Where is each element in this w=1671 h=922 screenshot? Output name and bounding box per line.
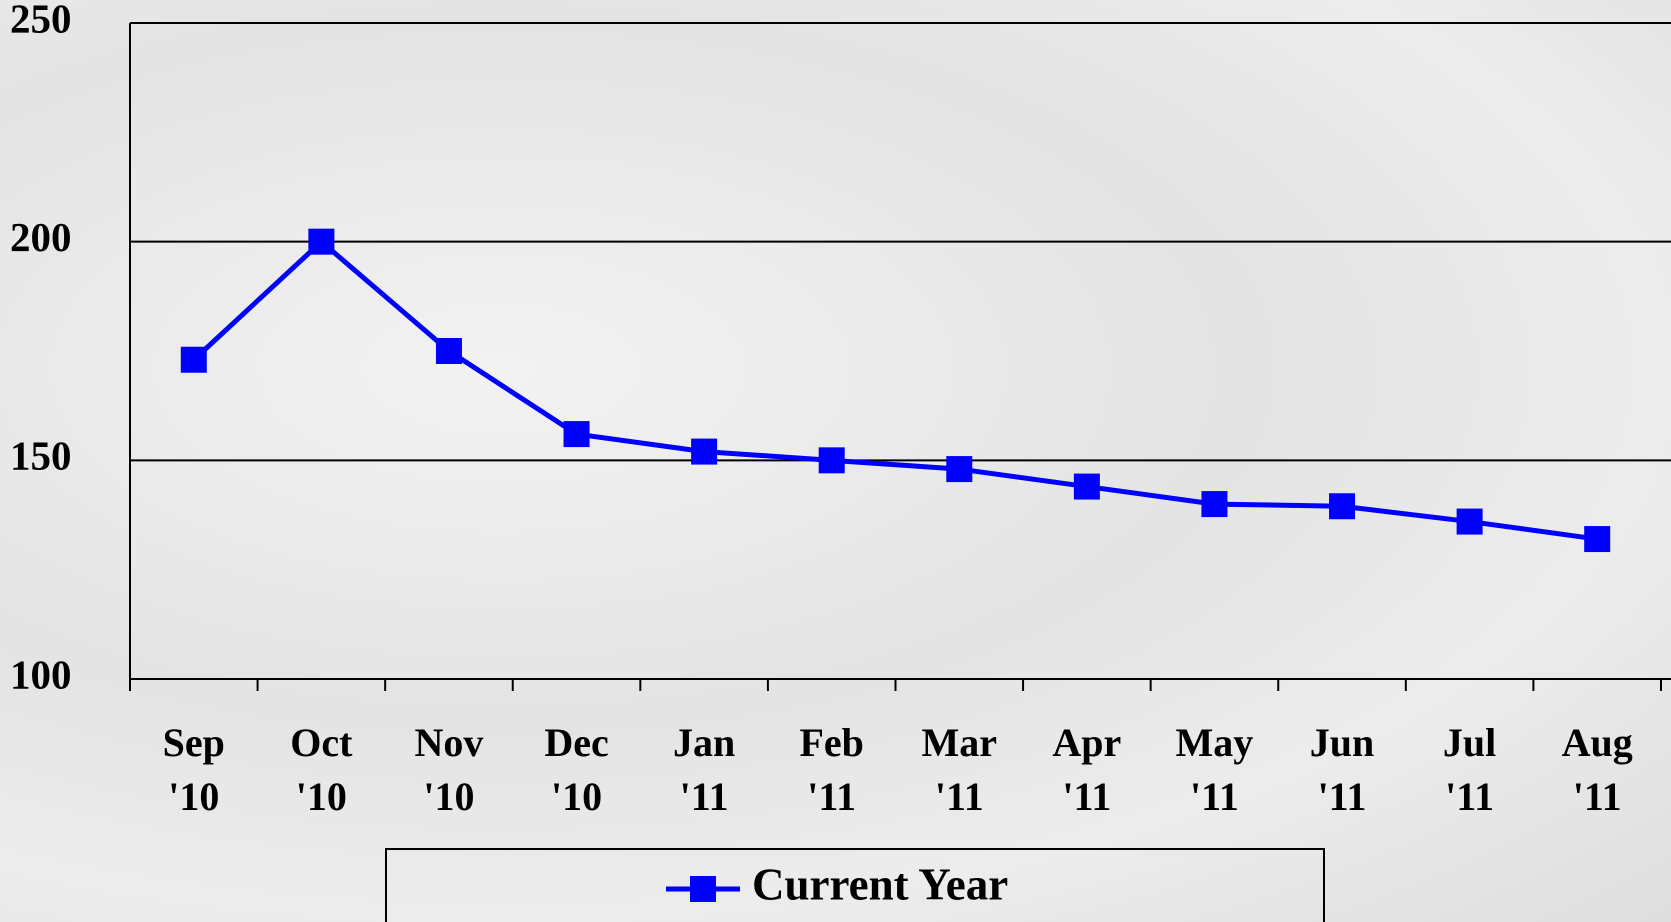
y-tick-label: 100 <box>10 651 72 697</box>
y-tick-label: 200 <box>10 214 72 260</box>
x-tick-label: Jun '11 <box>1309 720 1375 819</box>
y-tick-label: 250 <box>10 0 72 41</box>
y-tick-label: 150 <box>10 433 72 479</box>
legend-box <box>385 848 1325 922</box>
x-tick-label: Dec '10 <box>544 720 609 819</box>
x-tick-label: Oct '10 <box>290 720 353 819</box>
x-tick-label: Apr '11 <box>1052 720 1122 819</box>
legend-label: Current Year <box>752 859 1008 909</box>
point-marker <box>308 228 335 255</box>
x-tick-label: Feb '11 <box>799 720 864 819</box>
x-tick-label: May '11 <box>1175 720 1254 819</box>
x-tick-label: Jan '11 <box>672 720 736 819</box>
point-marker <box>818 447 845 474</box>
x-tick-label: Jul '11 <box>1442 720 1497 819</box>
point-marker <box>1584 526 1611 553</box>
point-marker <box>691 438 718 465</box>
point-marker <box>1201 491 1228 518</box>
point-marker <box>180 346 207 373</box>
series-line <box>192 238 1598 542</box>
point-marker <box>563 421 590 448</box>
point-marker <box>1456 508 1483 535</box>
x-tick-label: Nov '10 <box>414 720 484 819</box>
point-marker <box>1329 493 1356 520</box>
x-tick-label: Mar '11 <box>921 720 998 819</box>
point-marker <box>435 338 462 364</box>
x-tick-label: Aug '11 <box>1561 720 1633 819</box>
legend-swatch-marker <box>690 876 716 902</box>
point-marker <box>1073 473 1100 500</box>
x-tick-label: Sep '10 <box>162 720 225 819</box>
point-marker <box>946 456 973 483</box>
